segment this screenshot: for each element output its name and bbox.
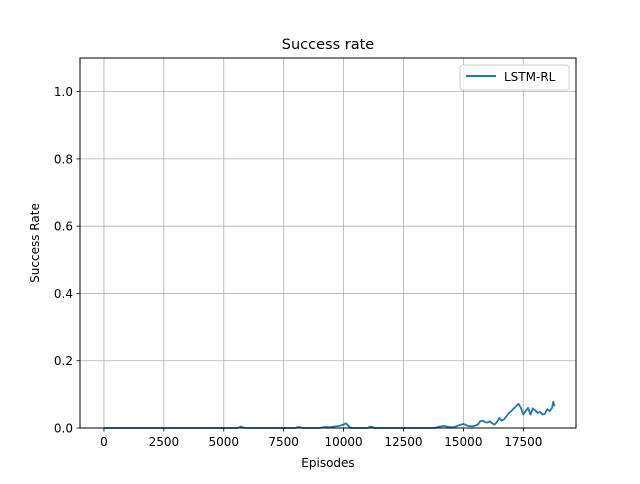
x-tick-label: 5000: [208, 435, 239, 449]
legend-box: [459, 64, 570, 91]
plot-area-background: [80, 58, 576, 428]
legend: LSTM-RL: [459, 64, 570, 91]
y-tick-label: 0.4: [54, 287, 73, 301]
series-lines: [103, 400, 556, 429]
y-tick-label: 0.6: [54, 220, 73, 234]
x-tick-label: 15000: [444, 435, 482, 449]
legend-label: LSTM-RL: [504, 70, 556, 84]
x-tick-label: 0: [100, 435, 108, 449]
y-axis-label: Success Rate: [28, 203, 42, 283]
y-tick-label: 0.0: [54, 422, 73, 436]
x-tick-label: 7500: [268, 435, 299, 449]
x-tick-label: 10000: [324, 435, 362, 449]
x-tick-label: 12500: [384, 435, 422, 449]
series-line-lstm-rl: [103, 400, 556, 429]
x-tick-label: 17500: [504, 435, 542, 449]
y-tick-label: 1.0: [54, 85, 73, 99]
x-tick-label: 2500: [149, 435, 180, 449]
chart-title: Success rate: [282, 37, 375, 53]
x-axis-label: Episodes: [301, 456, 354, 470]
x-axis-ticks: 0 2500 5000 7500 10000 12500 15000 17500: [100, 428, 542, 449]
y-tick-label: 0.8: [54, 152, 73, 166]
y-axis-ticks: 0.0 0.2 0.4 0.6 0.8 1.0: [54, 85, 80, 436]
plot-frame: [79, 57, 577, 429]
y-tick-label: 0.2: [54, 354, 73, 368]
